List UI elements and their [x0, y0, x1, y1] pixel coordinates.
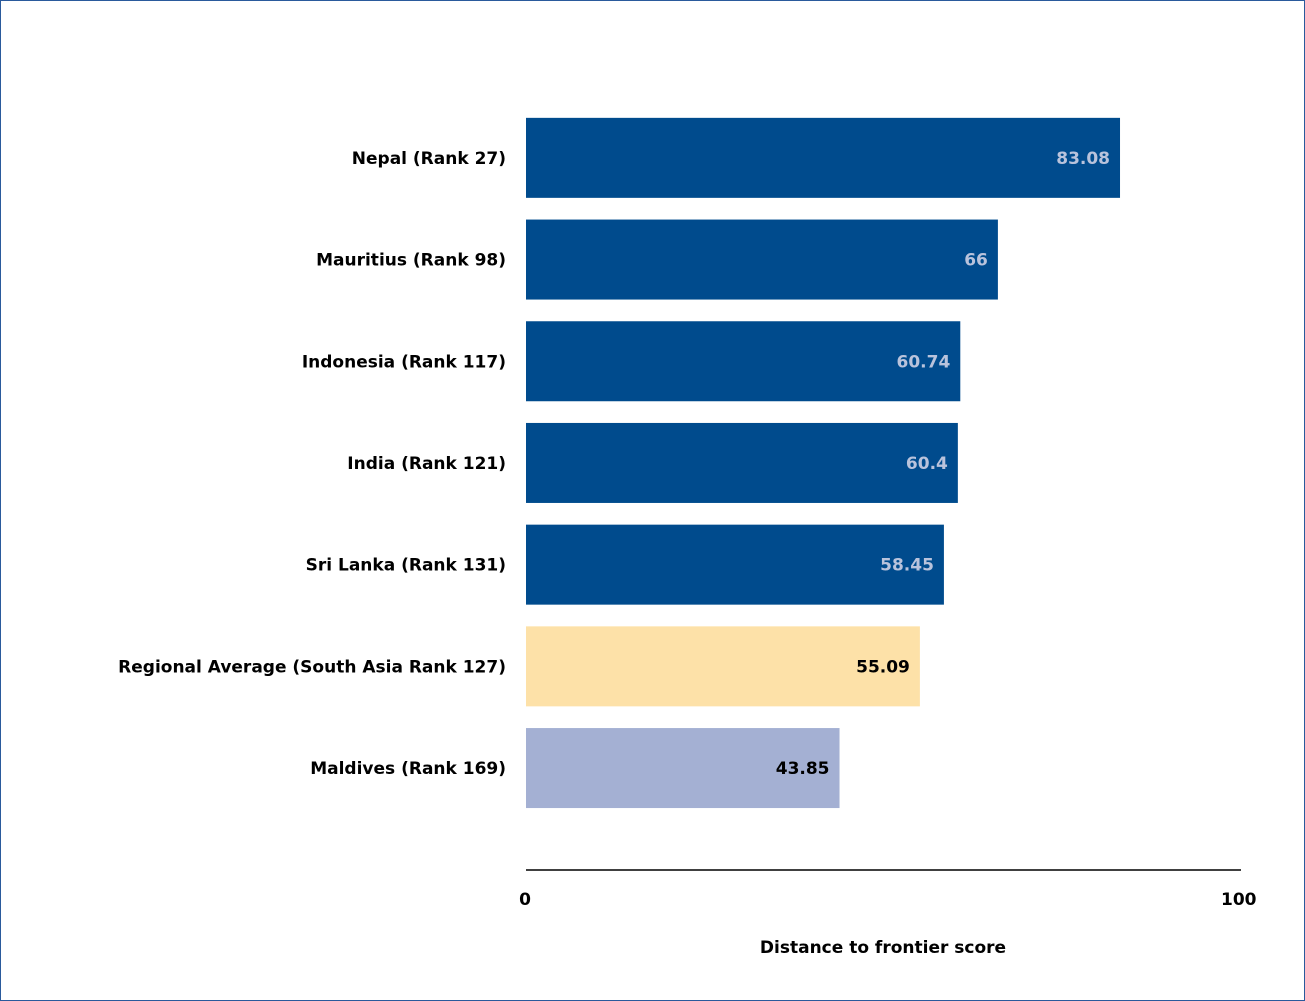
y-tick-label: Sri Lanka (Rank 131): [306, 556, 506, 576]
x-tick-label: 100: [1221, 890, 1257, 910]
value-label: 58.45: [880, 556, 934, 576]
value-label: 60.4: [906, 454, 948, 474]
bar: [526, 422, 958, 503]
y-tick-label: Regional Average (South Asia Rank 127): [118, 657, 506, 677]
y-tick-label: India (Rank 121): [347, 454, 506, 474]
bar: [526, 219, 998, 300]
bar: [526, 321, 961, 402]
y-tick-label: Nepal (Rank 27): [352, 149, 506, 169]
bar: [526, 728, 840, 809]
value-label: 43.85: [776, 759, 830, 779]
bar: [526, 117, 1121, 198]
y-tick-label: Maldives (Rank 169): [310, 759, 506, 779]
x-tick-label: 0: [519, 890, 531, 910]
bar: [526, 626, 920, 707]
value-label: 60.74: [897, 352, 951, 372]
value-label: 55.09: [856, 657, 910, 677]
value-label: 66: [964, 251, 988, 271]
y-tick-label: Mauritius (Rank 98): [316, 251, 506, 271]
x-axis-title: Distance to frontier score: [760, 938, 1006, 958]
y-tick-label: Indonesia (Rank 117): [302, 352, 506, 372]
bar: [526, 524, 944, 605]
value-label: 83.08: [1056, 149, 1110, 169]
